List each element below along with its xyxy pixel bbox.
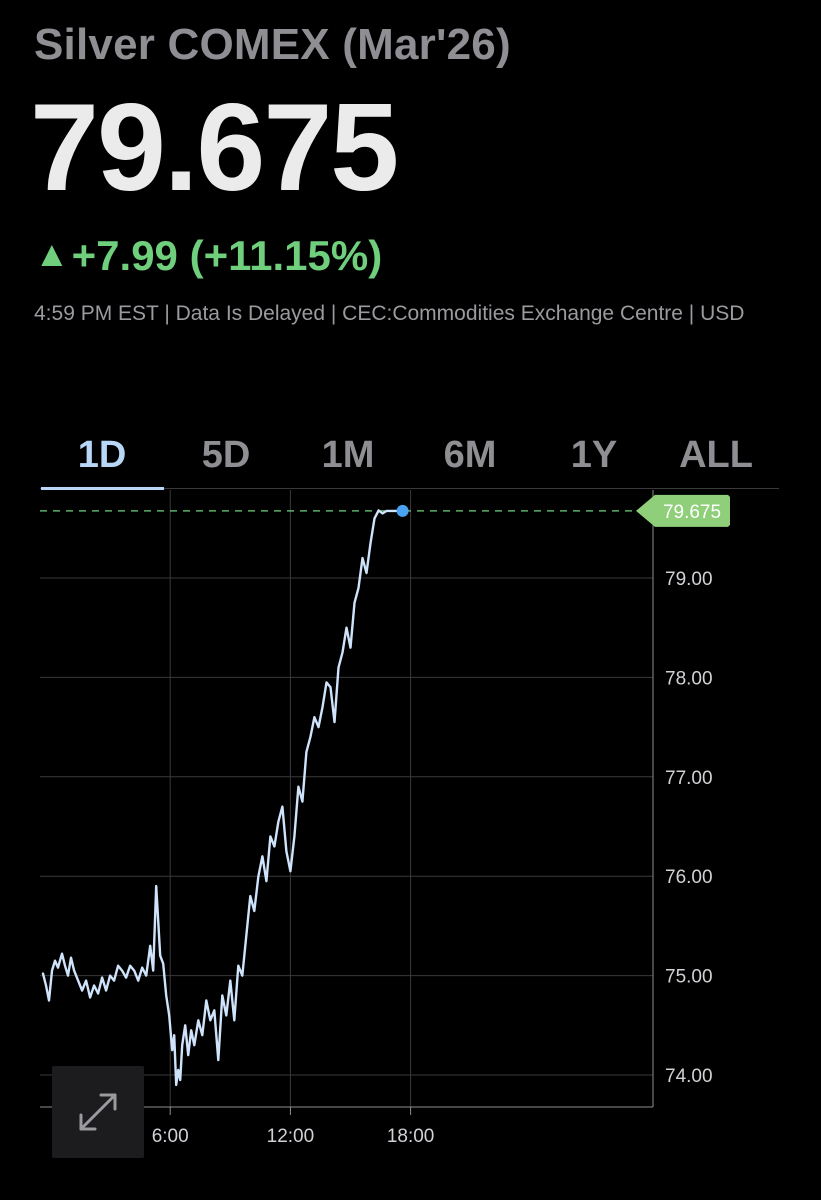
tab-5d[interactable]: 5D — [201, 433, 251, 476]
y-tick-label: 78.00 — [665, 668, 713, 689]
expand-chart-button[interactable] — [52, 1066, 144, 1158]
active-tab-indicator — [41, 487, 164, 490]
last-price: 79.675 — [30, 79, 399, 217]
change-value: +7.99 (+11.15%) — [71, 232, 383, 279]
tab-divider — [40, 488, 779, 489]
price-chart: 74.00 75.00 76.00 77.00 78.00 79.00 6:00 12:00 1… — [40, 490, 730, 1147]
up-triangle-icon: ▲ — [34, 233, 70, 274]
tab-1y[interactable]: 1Y — [570, 433, 618, 476]
last-value-badge — [636, 494, 730, 527]
tab-1m[interactable]: 1M — [321, 433, 375, 476]
x-tick-label: 12:00 — [267, 1126, 315, 1147]
timeframe-tabs: 1D 5D 1M 6M 1Y ALL — [0, 425, 821, 491]
expand-arrows-icon — [79, 1093, 117, 1131]
y-tick-label: 76.00 — [665, 867, 713, 888]
y-tick-label: 74.00 — [665, 1066, 713, 1087]
x-tick-label: 6:00 — [152, 1126, 189, 1147]
last-point-dot — [396, 504, 409, 517]
price-line — [41, 509, 404, 1087]
price-change: ▲ +7.99 (+11.15%) — [34, 232, 382, 280]
tab-6m[interactable]: 6M — [443, 433, 497, 476]
y-tick-label: 79.00 — [665, 569, 713, 590]
y-tick-label: 77.00 — [665, 768, 713, 789]
tab-all[interactable]: ALL — [679, 433, 753, 476]
y-tick-label: 75.00 — [665, 967, 713, 988]
tab-1d[interactable]: 1D — [77, 433, 127, 476]
last-value-label: 79.675 — [663, 502, 721, 523]
instrument-title: Silver COMEX (Mar'26) — [34, 20, 511, 69]
x-tick-label: 18:00 — [387, 1126, 435, 1147]
quote-meta: 4:59 PM EST | Data Is Delayed | CEC:Comm… — [34, 302, 745, 325]
